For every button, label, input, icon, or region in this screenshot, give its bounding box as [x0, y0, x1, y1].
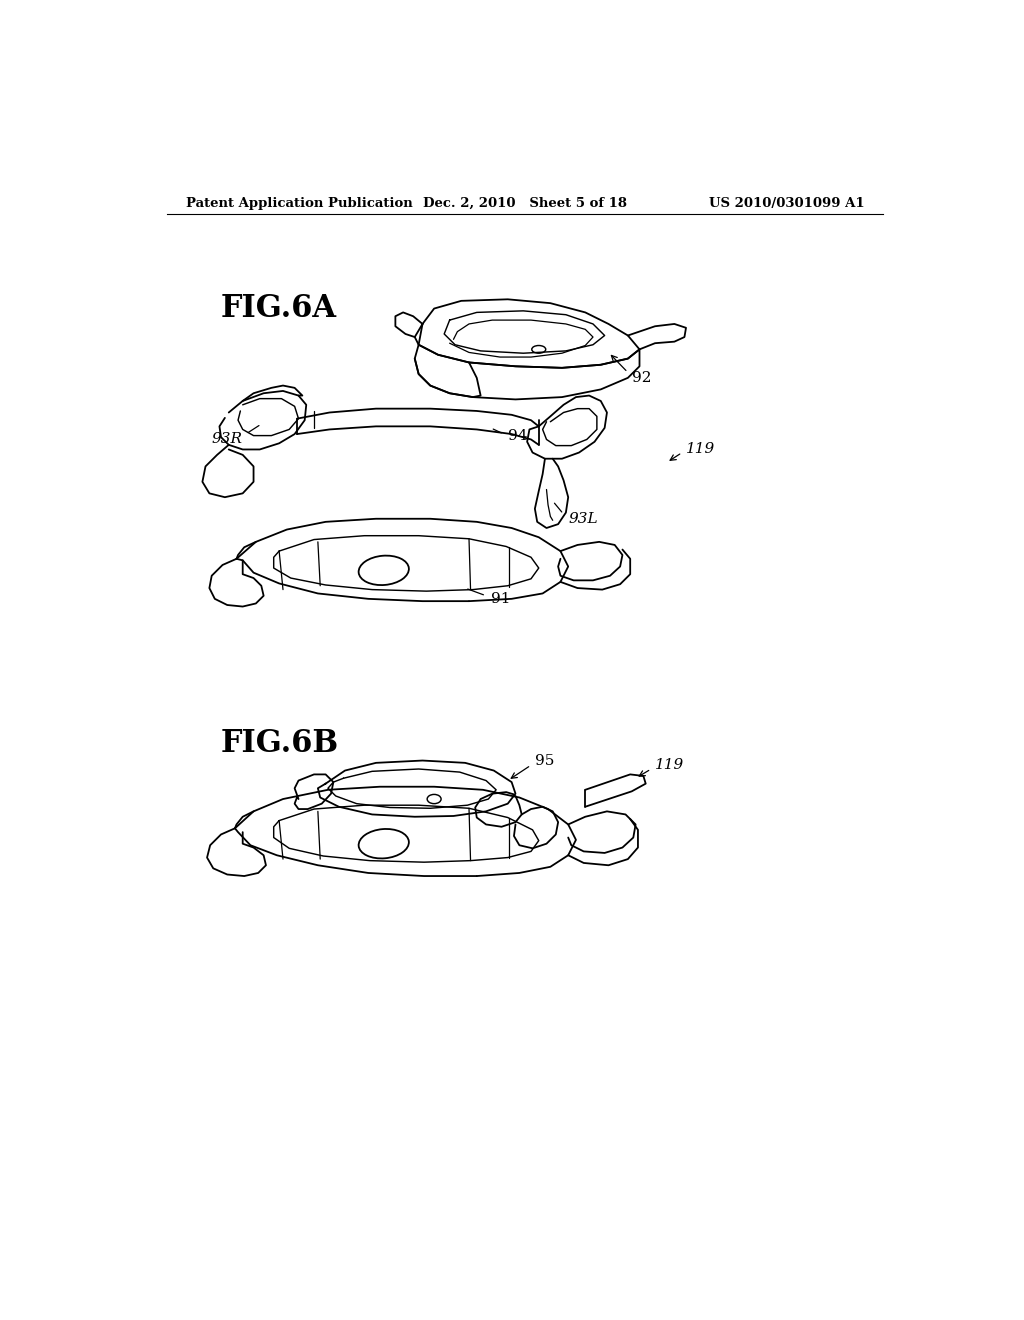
Text: 119: 119	[655, 758, 684, 772]
Text: 94: 94	[508, 429, 527, 442]
Text: Patent Application Publication: Patent Application Publication	[186, 197, 413, 210]
Text: 93R: 93R	[212, 433, 243, 446]
Text: 95: 95	[535, 754, 554, 767]
Text: FIG.6B: FIG.6B	[221, 729, 339, 759]
Text: Dec. 2, 2010   Sheet 5 of 18: Dec. 2, 2010 Sheet 5 of 18	[423, 197, 627, 210]
Text: 91: 91	[490, 591, 510, 606]
Text: 93L: 93L	[568, 512, 598, 525]
Text: US 2010/0301099 A1: US 2010/0301099 A1	[709, 197, 864, 210]
Text: 92: 92	[632, 371, 651, 385]
Text: FIG.6A: FIG.6A	[221, 293, 337, 323]
Text: 119: 119	[686, 442, 715, 457]
